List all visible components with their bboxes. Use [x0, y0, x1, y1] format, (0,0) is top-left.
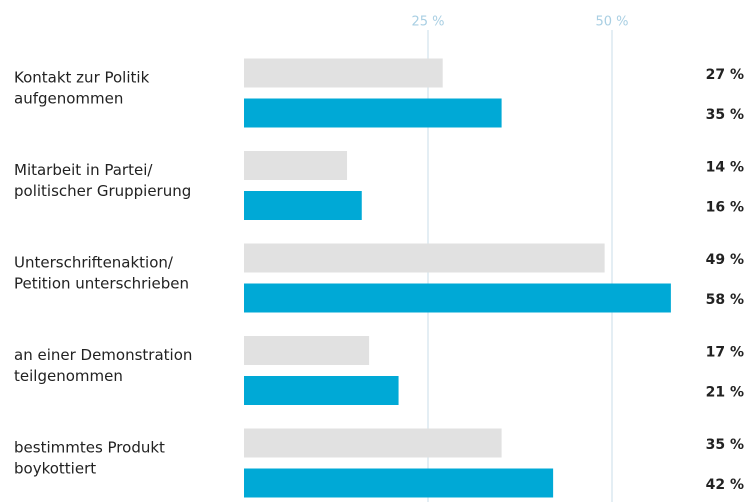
- value-label: 35 %: [706, 437, 744, 453]
- category-label: politischer Gruppierung: [14, 182, 191, 200]
- category-label: boykottiert: [14, 460, 96, 478]
- category-label: Unterschriftenaktion/: [14, 254, 174, 272]
- value-label: 58 %: [706, 292, 744, 308]
- bar: [244, 468, 554, 498]
- bar: [244, 98, 502, 128]
- category-label: aufgenommen: [14, 90, 123, 108]
- value-label: 17 %: [706, 345, 744, 361]
- bar: [244, 336, 370, 365]
- value-label: 21 %: [706, 385, 744, 401]
- value-label: 16 %: [706, 200, 744, 216]
- bar: [244, 191, 362, 220]
- bar: [244, 243, 605, 273]
- x-tick-label: 50 %: [595, 15, 628, 30]
- category-label: Mitarbeit in Partei/: [14, 161, 153, 179]
- bar: [244, 151, 348, 180]
- bar: [244, 428, 502, 458]
- category-label: Petition unterschrieben: [14, 275, 189, 293]
- x-tick-label: 25 %: [411, 15, 444, 30]
- category-label: teilgenommen: [14, 367, 123, 385]
- value-label: 27 %: [706, 67, 744, 83]
- bar: [244, 283, 671, 313]
- category-label: bestimmtes Produkt: [14, 439, 165, 457]
- bar: [244, 58, 443, 88]
- value-label: 35 %: [706, 107, 744, 123]
- bar: [244, 376, 399, 405]
- category-label: an einer Demonstration: [14, 346, 192, 364]
- value-label: 49 %: [706, 252, 744, 268]
- value-label: 14 %: [706, 160, 744, 176]
- category-label: Kontakt zur Politik: [14, 69, 150, 87]
- value-label: 42 %: [706, 477, 744, 493]
